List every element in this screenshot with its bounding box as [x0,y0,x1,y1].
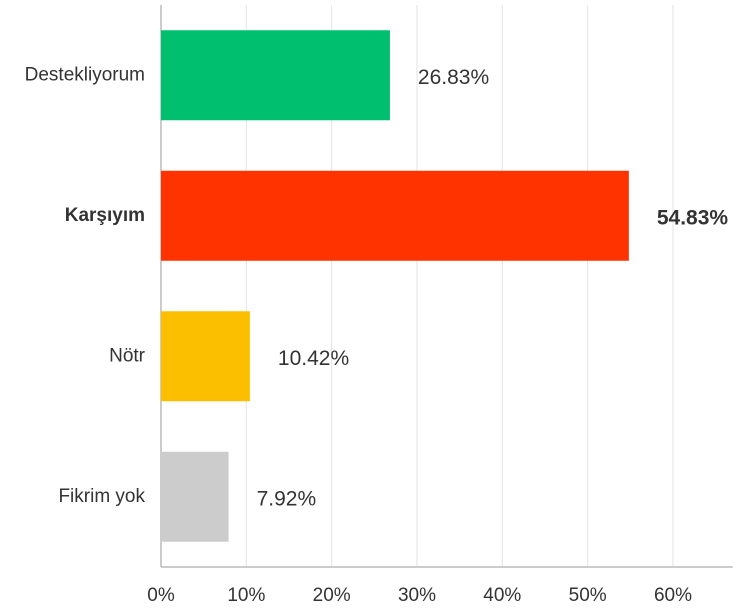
bar [161,451,229,542]
value-label: 10.42% [278,347,349,370]
value-label: 26.83% [418,66,489,89]
value-label: 7.92% [257,487,317,510]
x-tick-label: 30% [398,585,436,606]
x-tick-label: 20% [313,585,351,606]
x-tick-label: 0% [147,585,175,606]
category-label: Nötr [109,345,146,366]
bar [161,30,390,121]
category-label: Karşıyım [65,205,145,226]
value-label: 54.83% [657,206,729,229]
category-label: Fikrim yok [58,486,145,507]
x-tick-label: 50% [569,585,607,606]
bar [161,170,629,261]
bar [161,311,250,402]
x-tick-label: 10% [227,585,265,606]
x-tick-label: 40% [483,585,521,606]
x-tick-label: 60% [654,585,692,606]
category-label: Destekliyorum [25,64,145,85]
